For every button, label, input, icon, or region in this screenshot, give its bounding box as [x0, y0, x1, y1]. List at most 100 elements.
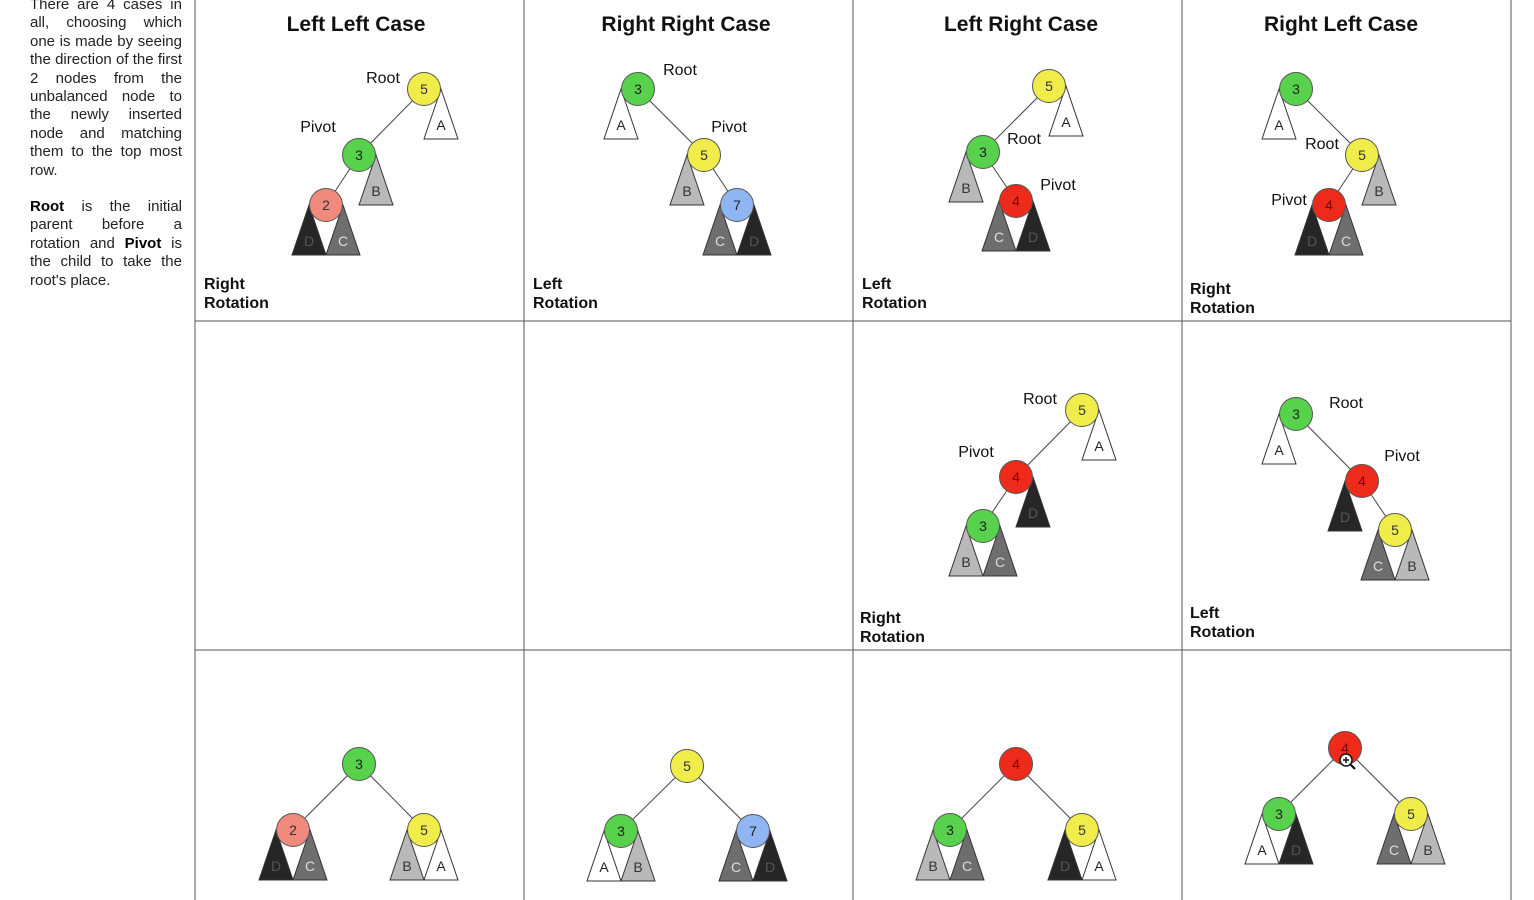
subtree-label: D [1307, 233, 1317, 249]
case-titles: Left Left Case Right Right Case Left Right… [287, 13, 1418, 36]
tree-node-label: 5 [1045, 78, 1053, 94]
tree-node [1262, 797, 1296, 831]
tree-node [1279, 72, 1313, 106]
subtree-label: B [402, 858, 411, 874]
tree-node [342, 747, 376, 781]
subtree-triangle [948, 150, 984, 203]
tree-node [1065, 393, 1099, 427]
subtree-label: B [1374, 183, 1383, 199]
tree-node [1345, 464, 1379, 498]
subtree-label: C [962, 858, 972, 874]
subtree-label: C [1373, 558, 1383, 574]
subtree-label: A [599, 859, 609, 875]
subtree-triangle [1360, 528, 1396, 581]
subtree-triangle [586, 829, 622, 882]
subtree-triangle [292, 828, 328, 881]
tree-diagram: A D B C 5 4 3 Root Pivot Right Rotation [860, 391, 1117, 646]
rotation-label: Left [533, 276, 563, 293]
tree-node-label: 5 [1391, 522, 1399, 538]
subtree-label: D [1028, 505, 1038, 521]
subtree-label: B [961, 180, 970, 196]
subtree-triangle [1376, 812, 1412, 865]
tree-node-label: 5 [683, 758, 691, 774]
tree-node-label: 7 [749, 823, 757, 839]
tree-node-label: 3 [355, 147, 363, 163]
magnifier-cursor-icon [1339, 753, 1356, 770]
subtree-triangle [1244, 812, 1280, 865]
tree-diagram: A B D C 5 3 2 Root Pivot Right Rotation [204, 70, 459, 312]
subtree-triangle [702, 203, 738, 256]
tree-node-label: 3 [946, 822, 954, 838]
tree-diagram: A B C D 5 3 7 [586, 749, 788, 882]
rotation-label: Right [1190, 281, 1232, 298]
tree-node [1394, 797, 1428, 831]
rotation-label: Right [204, 276, 246, 293]
subtree-triangle [1261, 412, 1297, 465]
tree-node [1279, 397, 1313, 431]
tree-node-label: 3 [979, 518, 987, 534]
subtree-triangle [1081, 828, 1117, 881]
tree-node-label: 4 [1325, 197, 1333, 213]
tree-diagram: A D C B 3 4 5 Root Pivot Left Rotation [1190, 395, 1430, 641]
subtree-triangle [1047, 828, 1083, 881]
subtree-triangle [325, 203, 361, 256]
tree-node-label: 4 [1341, 740, 1349, 756]
subtree-label: C [731, 859, 741, 875]
pivot-label: Pivot [958, 444, 994, 461]
root-label: Root [1305, 136, 1339, 153]
tree-node-label: 3 [1292, 406, 1300, 422]
subtree-triangle [1048, 84, 1084, 137]
pivot-label: Pivot [1040, 177, 1076, 194]
subtree-triangle [948, 524, 984, 577]
subtree-label: C [995, 554, 1005, 570]
subtree-triangle [669, 153, 705, 206]
subtree-triangle [1015, 199, 1051, 252]
case-title: Left Right Case [944, 13, 1098, 36]
tree-node [670, 749, 704, 783]
subtree-triangle [1278, 812, 1314, 865]
tree-node [1065, 813, 1099, 847]
tree-node-label: 5 [1078, 822, 1086, 838]
subtree-label: A [1257, 842, 1267, 858]
subtree-triangle [1261, 87, 1297, 140]
subtree-triangle [1410, 812, 1446, 865]
rotation-label: Rotation [533, 295, 598, 312]
root-label: Root [1023, 391, 1057, 408]
subtree-label: B [928, 858, 937, 874]
subtree-label: C [338, 233, 348, 249]
subtree-label: D [1028, 229, 1038, 245]
tree-node-label: 3 [617, 823, 625, 839]
subtree-label: B [961, 554, 970, 570]
subtree-label: C [1341, 233, 1351, 249]
root-definition: is the initial parent before a rotation … [30, 198, 182, 252]
subtree-label: B [1423, 842, 1432, 858]
tree-node-label: 3 [1275, 806, 1283, 822]
subtree-label: A [1094, 858, 1104, 874]
subtree-label: A [1274, 442, 1284, 458]
case-title: Left Left Case [287, 13, 426, 36]
subtree-triangle [982, 524, 1018, 577]
pivot-label: Pivot [300, 119, 336, 136]
rotation-label: Rotation [862, 295, 927, 312]
subtree-label: D [304, 233, 314, 249]
root-label: Root [1007, 131, 1041, 148]
tree-node [604, 814, 638, 848]
subtree-label: B [371, 183, 380, 199]
subtree-label: D [749, 233, 759, 249]
subtree-label: C [305, 858, 315, 874]
subtree-triangle [949, 828, 985, 881]
intro-paragraph-cases: There are 4 cases in all, choosing which… [30, 0, 182, 179]
subtree-label: C [1389, 842, 1399, 858]
subtree-triangle [1015, 475, 1051, 528]
subtree-triangle [1081, 408, 1117, 461]
rotation-label: Left [862, 276, 892, 293]
tree-node [407, 813, 441, 847]
subtree-label: A [1274, 117, 1284, 133]
subtree-triangle [736, 203, 772, 256]
tree-node [687, 138, 721, 172]
case-title: Right Right Case [601, 13, 770, 36]
subtree-triangle [1327, 479, 1363, 532]
tree-node-label: 4 [1012, 756, 1020, 772]
tree-diagram: A D C B 4 3 5 [1244, 731, 1446, 865]
grid-lines [194, 0, 1512, 900]
